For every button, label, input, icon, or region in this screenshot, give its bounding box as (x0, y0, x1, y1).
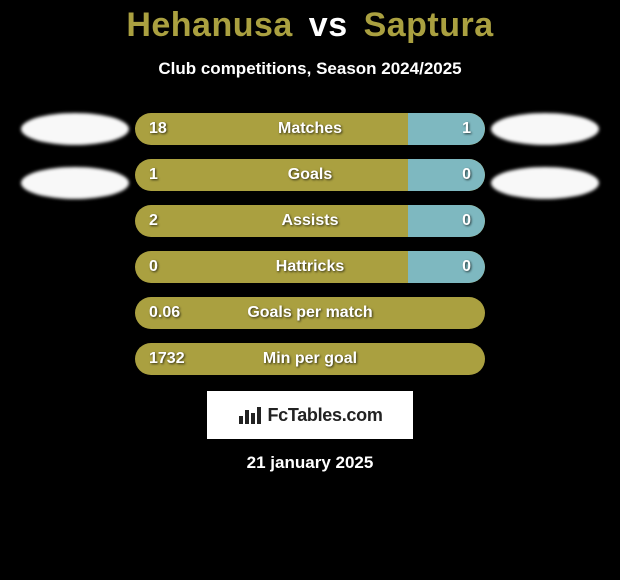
profile-placeholder-icon (491, 167, 599, 199)
stat-value-right: 0 (462, 258, 471, 276)
stat-label: Goals per match (247, 304, 372, 322)
profile-placeholder-icon (491, 113, 599, 145)
player2-name: Saptura (364, 6, 494, 44)
stat-label: Matches (278, 120, 342, 138)
stat-value-left: 1 (149, 166, 158, 184)
stat-row: 1732 Min per goal (135, 343, 485, 375)
bars-icon (237, 404, 261, 426)
stat-label: Assists (282, 212, 339, 230)
stat-label: Hattricks (276, 258, 344, 276)
stat-value-left: 0.06 (149, 304, 180, 322)
stat-value-right: 1 (462, 120, 471, 138)
stat-value-right: 0 (462, 212, 471, 230)
stat-value-right: 0 (462, 166, 471, 184)
profile-column-left (15, 113, 135, 199)
stat-fill-right (408, 159, 485, 191)
stat-value-left: 1732 (149, 350, 185, 368)
profile-placeholder-icon (21, 167, 129, 199)
stat-value-left: 2 (149, 212, 158, 230)
comparison-title: Hehanusa vs Saptura (126, 6, 493, 45)
subtitle: Club competitions, Season 2024/2025 (158, 59, 461, 79)
stat-value-left: 0 (149, 258, 158, 276)
stat-bars-column: 18 Matches 1 1 Goals 0 2 Assists 0 0 Hattricks 0 0.0… (135, 113, 485, 375)
date-label: 21 january 2025 (247, 453, 374, 473)
stat-row: 2 Assists 0 (135, 205, 485, 237)
vs-text: vs (309, 6, 348, 44)
stat-fill-right (408, 205, 485, 237)
stat-label: Goals (288, 166, 332, 184)
comparison-card: Hehanusa vs Saptura Club competitions, S… (0, 0, 620, 473)
stat-row: 0.06 Goals per match (135, 297, 485, 329)
source-logo[interactable]: FcTables.com (207, 391, 413, 439)
stat-value-left: 18 (149, 120, 167, 138)
player1-name: Hehanusa (126, 6, 293, 44)
stat-row: 0 Hattricks 0 (135, 251, 485, 283)
stat-label: Min per goal (263, 350, 357, 368)
stats-area: 18 Matches 1 1 Goals 0 2 Assists 0 0 Hattricks 0 0.0… (0, 113, 620, 375)
profile-placeholder-icon (21, 113, 129, 145)
stat-row: 18 Matches 1 (135, 113, 485, 145)
stat-fill-right (408, 113, 485, 145)
logo-text: FcTables.com (267, 405, 382, 426)
stat-row: 1 Goals 0 (135, 159, 485, 191)
profile-column-right (485, 113, 605, 199)
stat-fill-right (408, 251, 485, 283)
